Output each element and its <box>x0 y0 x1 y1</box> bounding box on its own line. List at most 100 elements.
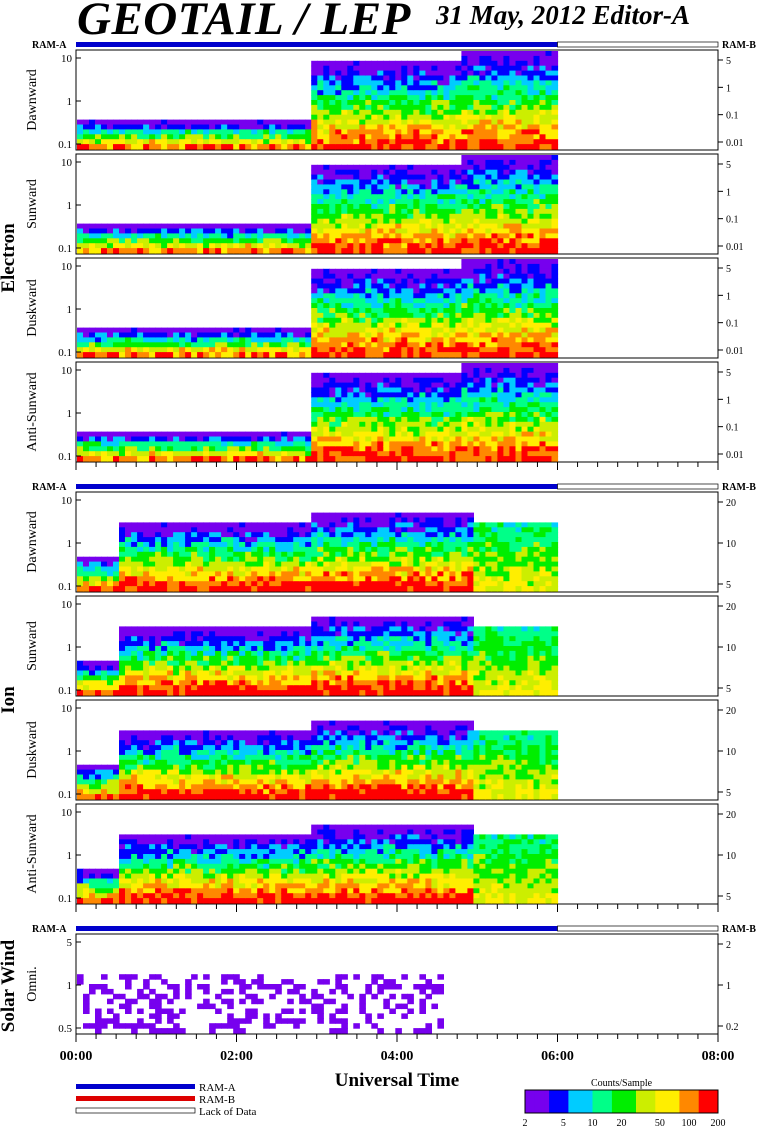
spectrogram-cell <box>353 248 360 254</box>
spectrogram-cell <box>527 243 535 249</box>
spectrogram-cell <box>257 352 264 358</box>
spectrogram-cell <box>485 95 492 101</box>
spectrogram-cell <box>503 392 510 398</box>
spectrogram-cell <box>455 377 462 384</box>
spectrogram-cell <box>107 223 114 230</box>
spectrogram-cell <box>77 586 84 592</box>
spectrogram-cell <box>473 228 480 234</box>
spectrogram-cell <box>149 537 156 543</box>
spectrogram-cell <box>209 571 216 577</box>
spectrogram-cell <box>179 332 186 338</box>
spectrogram-cell <box>401 273 408 280</box>
spectrogram-cell <box>551 416 559 423</box>
spectrogram-cell <box>149 441 156 447</box>
spectrogram-cell <box>155 228 162 234</box>
spectrogram-cell <box>125 556 132 563</box>
spectrogram-cell <box>539 278 547 285</box>
spectrogram-cell <box>263 327 270 334</box>
spectrogram-cell <box>359 566 366 572</box>
spectrogram-cell <box>515 208 523 215</box>
spectrogram-cell <box>245 223 252 230</box>
spectrogram-cell <box>329 85 336 91</box>
spectrogram-cell <box>509 70 516 77</box>
spectrogram-cell <box>197 446 204 452</box>
spectrogram-cell <box>317 184 324 190</box>
spectrogram-cell <box>383 90 390 96</box>
spectrogram-cell <box>245 556 252 563</box>
spectrogram-cell <box>323 194 330 200</box>
spectrogram-cell <box>395 288 402 294</box>
spectrogram-cell <box>305 566 312 572</box>
spectrogram-cell <box>509 213 516 220</box>
spectrogram-cell <box>317 114 324 121</box>
spectrogram-cell <box>233 228 240 234</box>
spectrogram-cell <box>431 70 438 77</box>
spectrogram-cell <box>215 581 222 587</box>
spectrogram-cell <box>461 407 468 413</box>
spectrogram-cell <box>491 129 498 135</box>
spectrogram-cell <box>389 546 396 553</box>
spectrogram-cell <box>467 426 474 433</box>
spectrogram-cell <box>425 189 432 195</box>
spectrogram-cell <box>77 566 84 572</box>
spectrogram-cell <box>359 561 366 568</box>
spectrogram-cell <box>551 436 559 442</box>
spectrogram-cell <box>365 144 372 150</box>
spectrogram-cell <box>365 238 372 244</box>
spectrogram-cell <box>299 436 306 442</box>
spectrogram-cell <box>239 456 246 462</box>
spectrogram-cell <box>539 446 547 452</box>
spectrogram-cell <box>305 537 312 543</box>
spectrogram-cell <box>491 322 498 329</box>
spectrogram-cell <box>467 223 474 230</box>
spectrogram-cell <box>419 561 426 568</box>
spectrogram-cell <box>359 402 366 408</box>
spectrogram-cell <box>539 382 547 389</box>
spectrogram-cell <box>425 124 432 130</box>
spectrogram-cell <box>455 144 462 150</box>
spectrogram-cell <box>191 347 198 353</box>
spectrogram-cell <box>89 556 96 563</box>
spectrogram-cell <box>335 169 342 176</box>
spectrogram-cell <box>161 586 168 592</box>
spectrogram-cell <box>467 288 474 294</box>
spectrogram-cell <box>125 238 132 244</box>
spectrogram-cell <box>143 352 150 358</box>
spectrogram-cell <box>443 551 450 558</box>
spectrogram-cell <box>401 532 408 538</box>
spectrogram-cell <box>479 337 486 343</box>
spectrogram-cell <box>527 382 535 389</box>
spectrogram-cell <box>449 124 456 130</box>
spectrogram-cell <box>125 551 132 558</box>
spectrogram-cell <box>167 581 174 587</box>
spectrogram-cell <box>491 139 498 145</box>
spectrogram-cell <box>503 189 510 195</box>
spectrogram-cell <box>323 322 330 329</box>
spectrogram-cell <box>437 512 444 519</box>
spectrogram-cell <box>425 426 432 433</box>
spectrogram-cell <box>509 164 516 171</box>
spectrogram-cell <box>239 238 246 244</box>
spectrogram-cell <box>539 174 547 181</box>
spectrogram-cell <box>353 586 360 592</box>
spectrogram-cell <box>395 527 402 533</box>
spectrogram-cell <box>329 174 336 181</box>
spectrogram-cell <box>461 189 468 195</box>
spectrogram-cell <box>497 179 504 185</box>
spectrogram-cell <box>227 576 234 582</box>
spectrogram-cell <box>413 431 420 438</box>
spectrogram-cell <box>443 327 450 334</box>
spectrogram-cell <box>347 327 354 334</box>
spectrogram-cell <box>365 283 372 289</box>
spectrogram-cell <box>419 451 426 457</box>
spectrogram-cell <box>497 436 504 442</box>
spectrogram-cell <box>527 392 535 398</box>
spectrogram-cell <box>311 60 318 67</box>
spectrogram-cell <box>437 248 444 254</box>
spectrogram-cell <box>263 556 270 563</box>
spectrogram-cell <box>497 308 504 314</box>
spectrogram-cell <box>299 238 306 244</box>
spectrogram-cell <box>545 218 553 225</box>
spectrogram-cell <box>455 243 462 249</box>
spectrogram-cell <box>347 144 354 150</box>
